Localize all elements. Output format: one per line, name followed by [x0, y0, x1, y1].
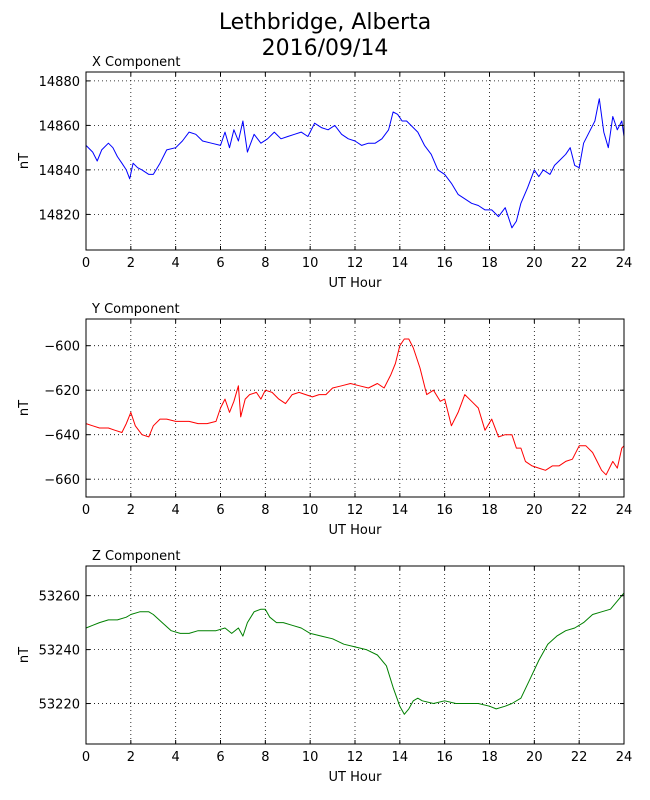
- y-axis-label: nT: [17, 647, 32, 663]
- x-tick-label: 20: [526, 503, 543, 518]
- x-tick-label: 2: [127, 256, 135, 271]
- x-tick-label: 18: [481, 750, 498, 765]
- x-tick-label: 14: [392, 256, 409, 271]
- x-tick-label: 18: [481, 503, 498, 518]
- x-tick-label: 22: [571, 750, 588, 765]
- x-tick-label: 24: [616, 256, 633, 271]
- x-tick-label: 12: [347, 503, 364, 518]
- y-tick-label: −620: [44, 384, 80, 399]
- x-tick-label: 24: [616, 750, 633, 765]
- x-tick-label: 14: [392, 750, 409, 765]
- x-tick-label: 2: [127, 750, 135, 765]
- y-tick-label: −600: [44, 340, 80, 355]
- y-tick-label: 14820: [39, 208, 80, 223]
- x-tick-label: 20: [526, 256, 543, 271]
- x-tick-label: 8: [261, 750, 269, 765]
- x-tick-label: 14: [392, 503, 409, 518]
- x-tick-label: 18: [481, 256, 498, 271]
- x-axis-label: UT Hour: [329, 523, 383, 538]
- x-tick-label: 4: [172, 503, 180, 518]
- y-tick-label: 14880: [39, 75, 80, 90]
- x-tick-label: 0: [82, 256, 90, 271]
- x-tick-label: 4: [172, 256, 180, 271]
- y-tick-label: −640: [44, 429, 80, 444]
- y-tick-label: 14840: [39, 164, 80, 179]
- x-tick-label: 4: [172, 750, 180, 765]
- data-line: [85, 592, 625, 715]
- x-tick-label: 16: [436, 750, 453, 765]
- y-tick-label: 53240: [39, 644, 80, 659]
- x-tick-label: 20: [526, 750, 543, 765]
- x-tick-label: 16: [436, 503, 453, 518]
- figure-title-date: 2016/09/14: [261, 36, 389, 61]
- x-tick-label: 0: [82, 503, 90, 518]
- x-tick-label: 12: [347, 750, 364, 765]
- x-tick-label: 6: [216, 503, 224, 518]
- x-tick-label: 22: [571, 256, 588, 271]
- figure-title: Lethbridge, Alberta 2016/09/14: [0, 10, 650, 62]
- y-axis-label: nT: [17, 400, 32, 416]
- panel-title: Z Component: [92, 549, 181, 564]
- panel-title: X Component: [92, 55, 181, 70]
- x-tick-label: 6: [216, 256, 224, 271]
- data-line: [85, 98, 625, 229]
- x-tick-label: 10: [302, 256, 319, 271]
- x-tick-label: 10: [302, 750, 319, 765]
- chart-panel-1: 0 2 4 6 8 10 12 14 16 18 20 22 241482014840148601488…: [17, 55, 632, 291]
- x-tick-label: 16: [436, 256, 453, 271]
- y-tick-label: 53260: [39, 590, 80, 605]
- y-tick-label: 53220: [39, 698, 80, 713]
- panel-title: Y Component: [91, 302, 180, 317]
- x-tick-label: 10: [302, 503, 319, 518]
- figure-title-station: Lethbridge, Alberta: [218, 10, 432, 35]
- x-tick-label: 2: [127, 503, 135, 518]
- data-line: [85, 338, 625, 476]
- x-tick-label: 8: [261, 503, 269, 518]
- x-tick-label: 8: [261, 256, 269, 271]
- x-tick-label: 24: [616, 503, 633, 518]
- x-tick-label: 0: [82, 750, 90, 765]
- y-tick-label: −660: [44, 473, 80, 488]
- x-tick-label: 12: [347, 256, 364, 271]
- x-axis-label: UT Hour: [329, 276, 383, 291]
- x-axis-label: UT Hour: [329, 770, 383, 785]
- x-tick-label: 6: [216, 750, 224, 765]
- y-axis-label: nT: [17, 153, 32, 169]
- y-tick-label: 14860: [39, 119, 80, 134]
- x-tick-label: 22: [571, 503, 588, 518]
